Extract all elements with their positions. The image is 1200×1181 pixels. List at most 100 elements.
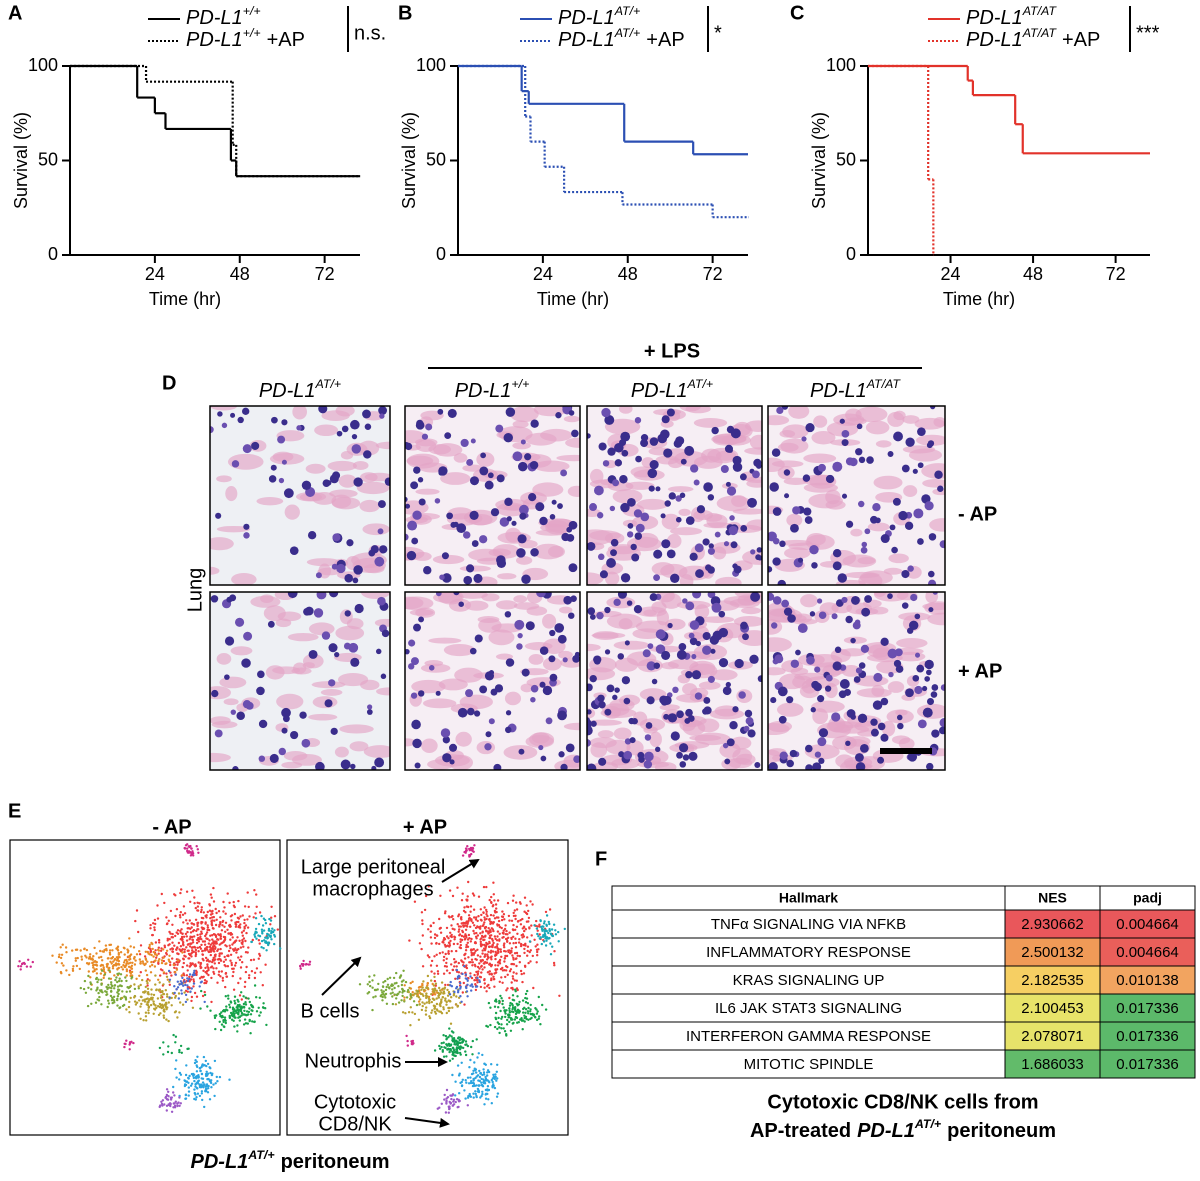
- nucleus: [714, 531, 721, 538]
- cell: [162, 956, 165, 959]
- nucleus: [825, 474, 835, 484]
- nucleus: [811, 680, 820, 689]
- cell: [536, 925, 539, 928]
- cell: [249, 958, 253, 962]
- cell: [487, 983, 490, 987]
- nucleus: [845, 457, 855, 466]
- cell: [119, 973, 123, 976]
- cell: [212, 927, 215, 930]
- cell: [521, 1028, 524, 1031]
- cell: [470, 976, 474, 980]
- tissue: [881, 720, 896, 737]
- cell: [246, 1022, 249, 1025]
- nucleus: [708, 543, 714, 549]
- nucleus: [702, 538, 710, 546]
- cell: [145, 973, 149, 977]
- cell: [189, 1084, 193, 1087]
- cell: [94, 963, 97, 966]
- cell: [428, 998, 431, 1001]
- cell: [440, 1102, 443, 1106]
- cell: [487, 950, 490, 953]
- tissue: [210, 406, 238, 411]
- nucleus: [322, 479, 331, 488]
- cell: [241, 938, 244, 942]
- cell: [223, 925, 226, 928]
- cell: [209, 913, 213, 916]
- cell: [108, 966, 111, 970]
- cell: [203, 1000, 206, 1004]
- cell: [227, 954, 230, 958]
- tissue: [374, 618, 390, 627]
- nucleus: [405, 503, 411, 509]
- cell: [480, 1077, 483, 1081]
- cell: [174, 934, 177, 938]
- cell: [116, 945, 120, 948]
- cell: [167, 919, 170, 922]
- cell: [80, 955, 83, 958]
- cell: [204, 1072, 208, 1076]
- cell: [542, 928, 546, 931]
- cell: [128, 990, 132, 993]
- cell: [57, 955, 61, 959]
- cell: [115, 976, 118, 979]
- cell: [456, 923, 459, 926]
- cell: [521, 999, 525, 1002]
- tissue: [710, 669, 738, 681]
- cell: [125, 964, 128, 967]
- cell: [369, 984, 372, 988]
- cell: [445, 1055, 448, 1058]
- cell: [451, 914, 454, 918]
- cell: [194, 906, 197, 910]
- nucleus: [549, 514, 556, 520]
- cell: [501, 999, 504, 1003]
- cell: [102, 976, 105, 980]
- cell: [174, 1100, 177, 1103]
- tissue: [563, 722, 580, 731]
- superscript: AT/+: [614, 26, 641, 40]
- cell: [195, 1096, 198, 1099]
- cell: [133, 963, 137, 966]
- cell: [490, 965, 493, 968]
- cell: [500, 1017, 503, 1020]
- nucleus: [646, 696, 655, 705]
- nucleus: [562, 657, 568, 663]
- histology-image: [587, 592, 762, 770]
- cell: [515, 901, 518, 904]
- cell: [382, 981, 385, 984]
- nucleus: [290, 730, 299, 740]
- nucleus: [423, 566, 432, 575]
- cell: [182, 972, 185, 975]
- nucleus: [772, 537, 780, 545]
- cell: [60, 953, 64, 956]
- cell: [459, 981, 462, 985]
- cell: [198, 1094, 202, 1098]
- nucleus: [351, 433, 358, 440]
- cell: [235, 1009, 238, 1012]
- x-tick-label: 48: [230, 264, 250, 284]
- cell: [198, 1067, 201, 1070]
- cell: [125, 990, 128, 993]
- nucleus: [860, 644, 870, 653]
- cell: [457, 971, 461, 974]
- nucleus: [346, 539, 354, 547]
- cell: [479, 918, 483, 921]
- cell: [215, 967, 218, 970]
- nucleus: [281, 727, 288, 734]
- tissue: [865, 420, 890, 435]
- nucleus: [257, 670, 265, 679]
- cell: [148, 979, 151, 982]
- legend-entry: PD-L1AT/AT: [966, 4, 1057, 29]
- tissue: [703, 522, 733, 529]
- image-frame: [767, 591, 946, 771]
- tissue: [732, 508, 762, 515]
- tissue: [567, 485, 580, 497]
- text-part: PD-L1: [186, 7, 243, 29]
- cell: [169, 963, 172, 967]
- nucleus: [525, 621, 535, 631]
- cell: [476, 1087, 480, 1091]
- cell: [516, 1010, 519, 1013]
- cell: [262, 929, 266, 932]
- nucleus: [490, 508, 500, 517]
- cell: [157, 1013, 161, 1017]
- cell: [192, 980, 196, 983]
